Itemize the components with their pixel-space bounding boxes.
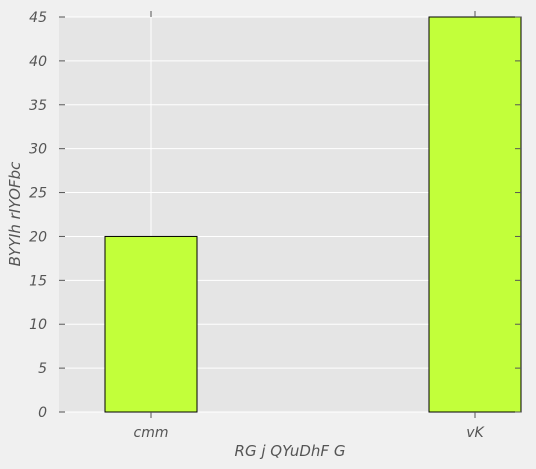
- y-tick-label: 10: [29, 317, 47, 333]
- y-tick-label: 20: [29, 229, 47, 245]
- y-tick-label: 45: [29, 10, 47, 26]
- x-tick-label: cmm: [134, 425, 169, 441]
- y-tick-label: 40: [29, 54, 47, 70]
- bar-cmm: [104, 235, 198, 413]
- x-axis-label: RG j QYuDhF G: [235, 442, 346, 460]
- y-tick-label: 15: [29, 273, 47, 289]
- y-axis-label: BYYIh rIYOFbc: [6, 161, 24, 266]
- y-tick-label: 35: [29, 98, 47, 114]
- bars: [104, 16, 522, 413]
- x-tick-labels: cmm vK: [134, 425, 486, 441]
- axis-ticks: [59, 11, 521, 418]
- x-tick-label: vK: [466, 425, 485, 441]
- y-tick-label: 25: [29, 186, 47, 202]
- y-tick-labels: 0 5 10 15 20 25 30 35 40 45: [29, 10, 47, 421]
- y-tick-label: 5: [38, 361, 47, 377]
- y-tick-label: 30: [29, 142, 47, 158]
- y-tick-label: 0: [38, 405, 47, 421]
- bar-vK: [428, 16, 522, 413]
